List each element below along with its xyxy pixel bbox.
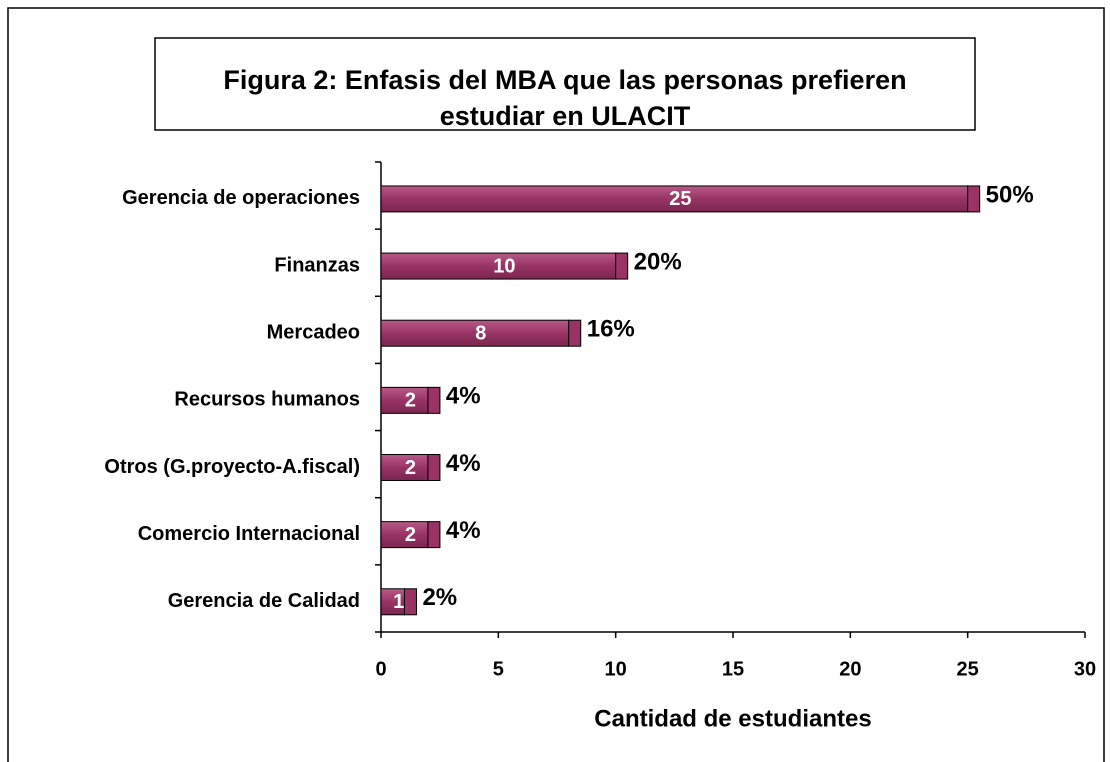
bar-value-label: 10 (493, 255, 515, 277)
x-axis-title: Cantidad de estudiantes (594, 705, 871, 732)
title-box (154, 37, 976, 131)
x-tick-label: 30 (1074, 658, 1096, 680)
x-tick-label: 15 (722, 658, 744, 680)
bar-share-label: 16% (587, 316, 635, 343)
y-tick-label: Otros (G.proyecto-A.fiscal) (104, 456, 360, 478)
bar-depth (427, 454, 441, 481)
bar-value-label: 8 (475, 322, 486, 344)
chart-title: estudiar en ULACIT (440, 101, 691, 131)
y-tick-label: Recursos humanos (174, 389, 360, 411)
bar-share-label: 20% (634, 248, 682, 275)
x-tick-label: 10 (605, 658, 627, 680)
x-tick-label: 20 (839, 658, 861, 680)
chart-border (7, 7, 1105, 762)
x-tick-label: 25 (957, 658, 979, 680)
bar-depth (427, 386, 441, 414)
bar-share-label: 2% (422, 584, 457, 611)
y-tick-label: Comercio Internacional (138, 523, 360, 545)
y-tick-label: Gerencia de operaciones (122, 187, 360, 209)
bar-depth (967, 185, 981, 213)
bar-value-label: 25 (669, 188, 691, 210)
y-tick-label: Finanzas (274, 254, 360, 276)
bar-share-label: 50% (986, 181, 1034, 208)
x-tick-label: 5 (493, 658, 504, 680)
y-tick-label: Gerencia de Calidad (168, 590, 360, 612)
bar-value-label: 2 (405, 524, 416, 546)
bar (380, 185, 969, 213)
bar-value-label: 2 (405, 457, 416, 479)
bar (380, 454, 429, 481)
bar-share-label: 4% (446, 383, 481, 410)
bar-value-label: 2 (405, 390, 416, 412)
bar-value-label: 1 (393, 591, 404, 613)
bar-depth (403, 588, 417, 616)
bar-share-label: 4% (446, 450, 481, 477)
bar-depth (615, 252, 629, 280)
bar (380, 319, 570, 347)
x-tick-label: 0 (375, 658, 386, 680)
bar-depth (568, 319, 582, 347)
bar-share-label: 4% (446, 517, 481, 544)
y-tick-label: Mercadeo (267, 321, 360, 343)
bar-depth (427, 521, 441, 549)
chart-title: Figura 2: Enfasis del MBA que las person… (223, 65, 906, 95)
